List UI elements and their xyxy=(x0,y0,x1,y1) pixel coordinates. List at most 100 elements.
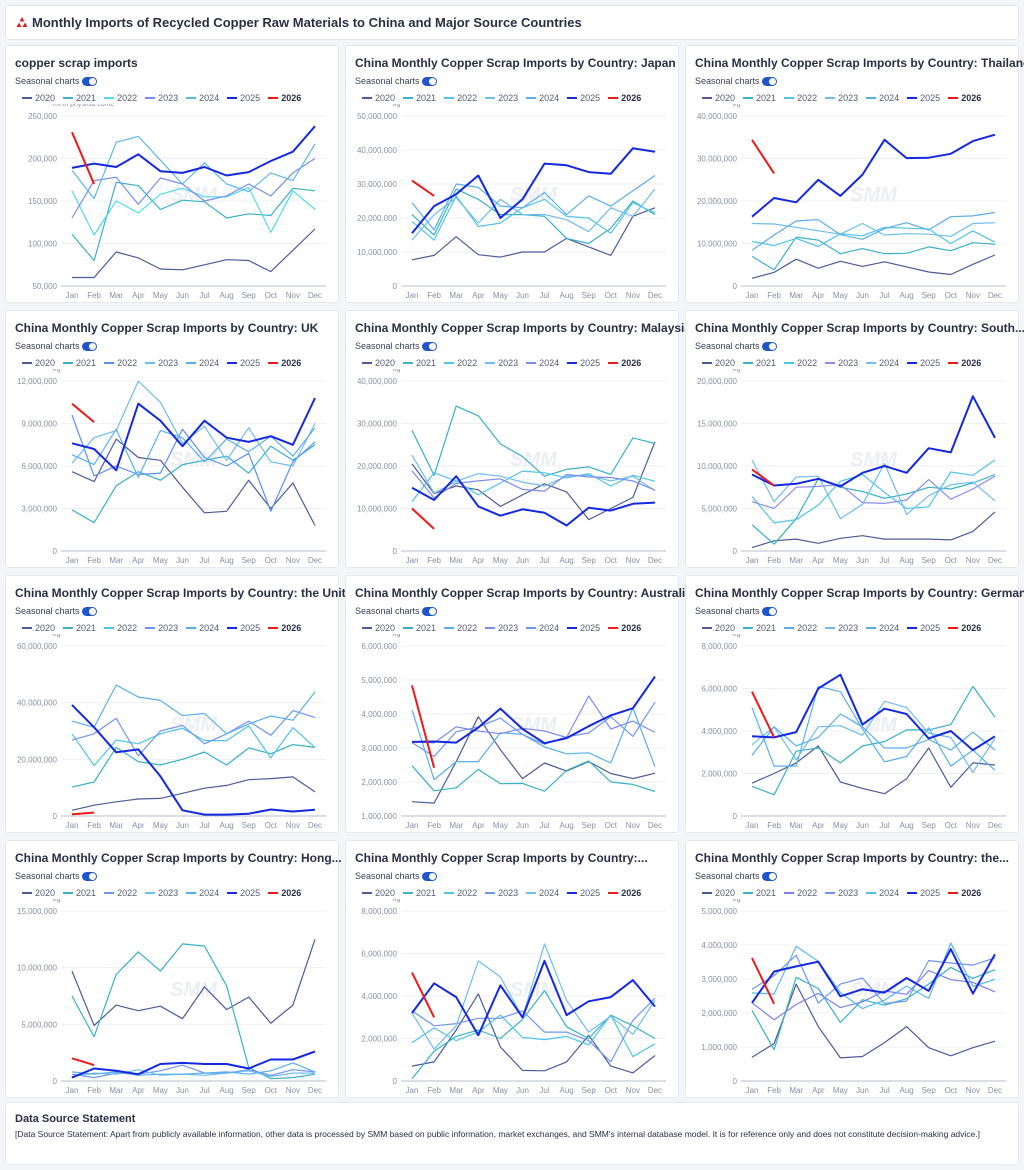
seasonal-charts-toggle[interactable] xyxy=(81,606,97,616)
series-line-2020[interactable] xyxy=(411,993,656,1074)
series-line-2026[interactable] xyxy=(411,179,435,197)
series-line-2023[interactable] xyxy=(751,475,996,510)
legend-item[interactable]: 2022 xyxy=(784,888,817,898)
seasonal-charts-toggle[interactable] xyxy=(761,606,777,616)
series-line-2020[interactable] xyxy=(751,745,996,795)
legend-item[interactable]: 2026 xyxy=(948,93,981,103)
legend-item[interactable]: 2023 xyxy=(485,888,518,898)
legend-item[interactable]: 2025 xyxy=(567,888,600,898)
legend-item[interactable]: 2024 xyxy=(866,888,899,898)
series-line-2024[interactable] xyxy=(411,943,656,1050)
series-line-2023[interactable] xyxy=(411,454,656,494)
series-line-2020[interactable] xyxy=(71,939,316,1027)
legend-item[interactable]: 2022 xyxy=(104,888,137,898)
legend-item[interactable]: 2026 xyxy=(948,358,981,368)
legend-item[interactable]: 2024 xyxy=(866,623,899,633)
legend-item[interactable]: 2024 xyxy=(526,623,559,633)
series-line-2021[interactable] xyxy=(71,943,316,1080)
seasonal-charts-toggle[interactable] xyxy=(761,341,777,351)
legend-item[interactable]: 2020 xyxy=(22,358,55,368)
legend-item[interactable]: 2023 xyxy=(825,623,858,633)
legend-item[interactable]: 2025 xyxy=(227,93,260,103)
legend-item[interactable]: 2020 xyxy=(702,888,735,898)
series-line-2022[interactable] xyxy=(751,226,996,248)
legend-item[interactable]: 2022 xyxy=(444,93,477,103)
legend-item[interactable]: 2023 xyxy=(145,93,178,103)
legend-item[interactable]: 2025 xyxy=(567,623,600,633)
legend-item[interactable]: 2025 xyxy=(227,888,260,898)
legend-item[interactable]: 2020 xyxy=(22,888,55,898)
seasonal-charts-toggle[interactable] xyxy=(761,871,777,881)
series-line-2022[interactable] xyxy=(411,470,656,503)
legend-item[interactable]: 2021 xyxy=(743,623,776,633)
legend-item[interactable]: 2023 xyxy=(485,358,518,368)
legend-item[interactable]: 2021 xyxy=(403,358,436,368)
series-line-2025[interactable] xyxy=(751,395,996,488)
legend-item[interactable]: 2024 xyxy=(526,888,559,898)
series-line-2020[interactable] xyxy=(72,228,316,279)
legend-item[interactable]: 2022 xyxy=(104,93,137,103)
legend-item[interactable]: 2020 xyxy=(702,358,735,368)
series-line-2021[interactable] xyxy=(71,181,316,262)
legend-item[interactable]: 2024 xyxy=(186,888,219,898)
seasonal-charts-toggle[interactable] xyxy=(761,76,777,86)
legend-item[interactable]: 2021 xyxy=(743,888,776,898)
legend-item[interactable]: 2022 xyxy=(104,358,137,368)
series-line-2024[interactable] xyxy=(411,701,656,758)
series-line-2026[interactable] xyxy=(71,131,96,185)
series-line-2023[interactable] xyxy=(411,188,656,241)
legend-item[interactable]: 2024 xyxy=(526,93,559,103)
seasonal-charts-toggle[interactable] xyxy=(81,871,97,881)
series-line-2021[interactable] xyxy=(751,473,996,545)
series-line-2026[interactable] xyxy=(751,957,776,1005)
series-line-2021[interactable] xyxy=(751,236,996,271)
legend-item[interactable]: 2023 xyxy=(145,888,178,898)
series-line-2020[interactable] xyxy=(411,207,656,261)
legend-item[interactable]: 2024 xyxy=(526,358,559,368)
series-line-2023[interactable] xyxy=(71,1069,315,1078)
seasonal-charts-toggle[interactable] xyxy=(421,871,437,881)
series-line-2020[interactable] xyxy=(411,441,656,521)
legend-item[interactable]: 2021 xyxy=(403,888,436,898)
series-line-2021[interactable] xyxy=(71,743,316,788)
legend-item[interactable]: 2025 xyxy=(227,623,260,633)
series-line-2022[interactable] xyxy=(411,1014,656,1058)
legend-item[interactable]: 2022 xyxy=(444,888,477,898)
series-line-2024[interactable] xyxy=(751,942,996,1010)
legend-item[interactable]: 2024 xyxy=(186,358,219,368)
series-line-2026[interactable] xyxy=(411,972,435,1018)
series-line-2024[interactable] xyxy=(411,175,656,231)
legend-item[interactable]: 2026 xyxy=(268,623,301,633)
legend-item[interactable]: 2025 xyxy=(567,358,600,368)
legend-item[interactable]: 2021 xyxy=(63,93,96,103)
legend-item[interactable]: 2020 xyxy=(362,358,395,368)
series-line-2024[interactable] xyxy=(71,1062,316,1076)
legend-item[interactable]: 2023 xyxy=(825,93,858,103)
series-line-2021[interactable] xyxy=(751,966,996,1051)
legend-item[interactable]: 2021 xyxy=(63,888,96,898)
series-line-2024[interactable] xyxy=(411,470,656,499)
legend-item[interactable]: 2022 xyxy=(444,358,477,368)
series-line-2024[interactable] xyxy=(751,211,996,251)
legend-item[interactable]: 2023 xyxy=(145,623,178,633)
series-line-2025[interactable] xyxy=(411,676,656,745)
legend-item[interactable]: 2026 xyxy=(268,93,301,103)
series-line-2024[interactable] xyxy=(71,427,316,478)
series-line-2020[interactable] xyxy=(751,254,996,279)
seasonal-charts-toggle[interactable] xyxy=(421,76,437,86)
seasonal-charts-toggle[interactable] xyxy=(421,341,437,351)
legend-item[interactable]: 2024 xyxy=(186,93,219,103)
legend-item[interactable]: 2022 xyxy=(784,93,817,103)
series-line-2026[interactable] xyxy=(751,139,775,174)
series-line-2023[interactable] xyxy=(411,997,656,1063)
legend-item[interactable]: 2025 xyxy=(907,888,940,898)
series-line-2021[interactable] xyxy=(411,405,656,477)
legend-item[interactable]: 2020 xyxy=(362,623,395,633)
legend-item[interactable]: 2022 xyxy=(444,623,477,633)
legend-item[interactable]: 2023 xyxy=(485,623,518,633)
series-line-2026[interactable] xyxy=(751,691,776,738)
series-line-2024[interactable] xyxy=(71,135,316,200)
series-line-2024[interactable] xyxy=(751,459,996,520)
series-line-2023[interactable] xyxy=(71,157,316,219)
seasonal-charts-toggle[interactable] xyxy=(421,606,437,616)
